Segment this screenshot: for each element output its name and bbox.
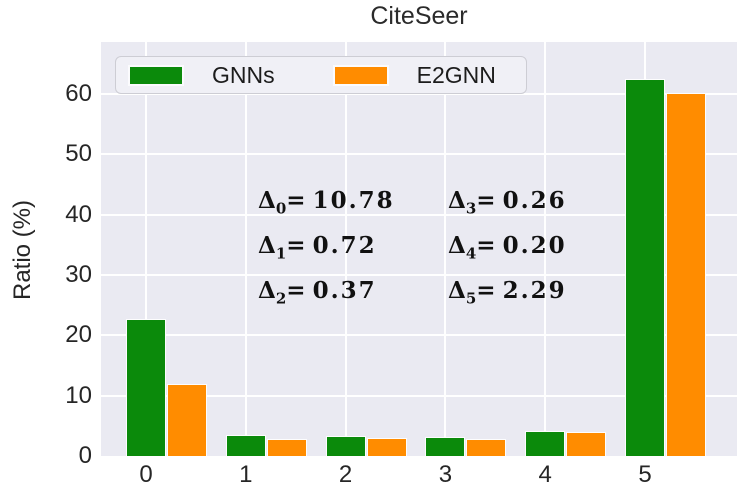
delta-column: Δ3= 0.26 Δ4= 0.20 Δ5= 2.29	[448, 178, 567, 313]
legend-swatch-gnns	[128, 64, 184, 86]
delta-annotation-4: Δ4= 0.20	[448, 232, 567, 263]
delta-annotation-3: Δ3= 0.26	[448, 187, 567, 218]
x-tick-label: 5	[638, 461, 652, 488]
y-tick-label: 0	[78, 442, 92, 469]
gridline-vertical	[145, 42, 147, 456]
bar-gnns-2	[325, 435, 366, 456]
y-tick-label: 10	[65, 381, 92, 409]
plot-area: GNNs E2GNN Δ0= 10.78 Δ1= 0.72 Δ2= 0.37 Δ3= 0.26…	[101, 42, 737, 456]
bar-e2gnn-2	[366, 438, 407, 456]
bar-gnns-5	[625, 78, 665, 456]
gridline-vertical	[344, 42, 347, 456]
legend-item-e2gnn: E2GNN	[332, 61, 496, 89]
x-tick-label: 1	[239, 461, 253, 488]
chart-title: CiteSeer	[370, 2, 468, 30]
bar-gnns-0	[126, 319, 166, 456]
legend-label-gnns: GNNs	[212, 61, 275, 88]
x-tick-label: 2	[338, 461, 353, 488]
gridline-horizontal	[101, 273, 737, 276]
legend-label-e2gnn: E2GNN	[416, 61, 496, 88]
bar-e2gnn-0	[167, 384, 207, 456]
y-tick-label: 20	[65, 321, 92, 349]
gridline-horizontal	[101, 153, 737, 156]
bar-gnns-4	[525, 431, 566, 456]
gridline-vertical	[444, 42, 447, 456]
delta-column: Δ0= 10.78 Δ1= 0.72 Δ2= 0.37	[258, 178, 395, 313]
bar-gnns-1	[225, 434, 266, 456]
x-tick-label: 4	[538, 461, 552, 488]
bar-gnns-3	[425, 437, 466, 456]
bar-e2gnn-1	[266, 439, 307, 456]
legend: GNNs E2GNN	[115, 56, 527, 94]
delta-annotation-1: Δ1= 0.72	[258, 232, 377, 263]
gridline-horizontal	[101, 394, 737, 397]
bar-e2gnn-4	[566, 432, 607, 456]
x-tick-label: 3	[438, 461, 453, 488]
bar-e2gnn-5	[666, 92, 706, 456]
legend-item-gnns: GNNs	[128, 62, 275, 89]
x-tick-label: 0	[139, 461, 153, 488]
legend-swatch-e2gnn	[332, 64, 389, 86]
delta-annotation-5: Δ5= 2.29	[448, 277, 567, 308]
gridline-horizontal	[101, 334, 737, 337]
gridline-horizontal	[101, 213, 737, 216]
delta-annotation-0: Δ0= 10.78	[258, 187, 395, 218]
delta-annotation-2: Δ2= 0.37	[258, 277, 377, 308]
y-tick-label: 50	[65, 140, 92, 168]
y-tick-label: 40	[65, 200, 92, 228]
y-tick-label: 60	[65, 79, 92, 107]
y-tick-label: 30	[65, 260, 92, 288]
gridline-vertical	[244, 42, 247, 456]
bar-e2gnn-3	[466, 438, 507, 456]
gridline-vertical	[544, 42, 547, 456]
